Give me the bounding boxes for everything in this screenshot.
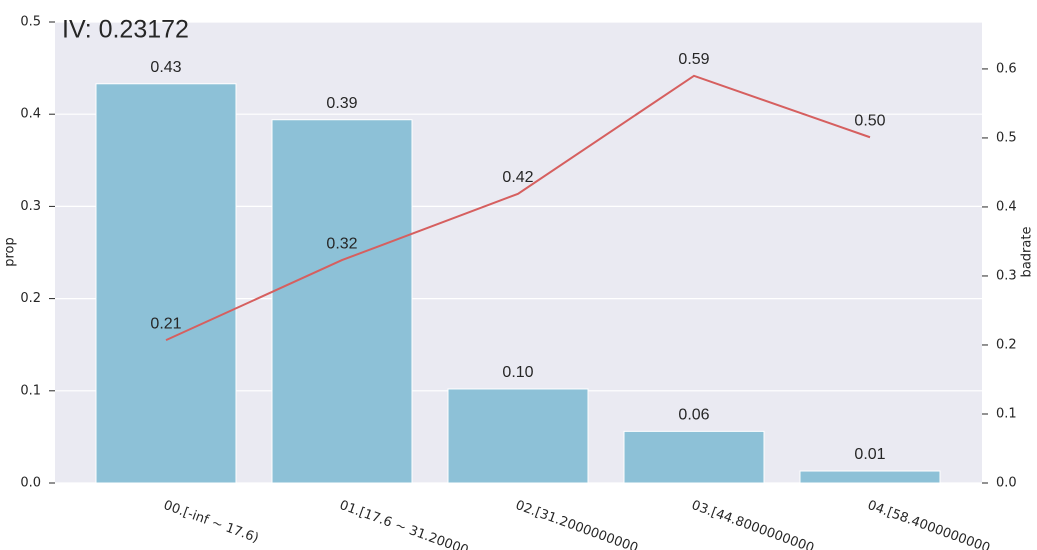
- x-tick-label: 03.[44.8000000000: [689, 498, 815, 550]
- y2-axis-label: badrate: [1020, 227, 1035, 278]
- y-tick-label: 0.0: [20, 476, 41, 491]
- bar: [799, 470, 941, 484]
- bar: [447, 388, 589, 484]
- x-tick-label: 00.[-inf ~ 17.6): [161, 498, 260, 546]
- y2-tick-label: 0.2: [996, 337, 1017, 352]
- x-tick-label: 04.[58.4000000000: [865, 498, 991, 550]
- bar: [623, 430, 765, 484]
- x-tick-label: 01.[17.6 ~ 31.20000: [337, 498, 470, 550]
- y2-tick-label: 0.1: [996, 406, 1017, 421]
- bar-value-label: 0.06: [678, 407, 709, 424]
- line-value-label: 0.42: [502, 169, 533, 186]
- y2-tick-label: 0.4: [996, 199, 1017, 214]
- x-tick-label: 02.[31.2000000000: [513, 498, 639, 550]
- line-value-label: 0.50: [854, 112, 885, 129]
- y-tick-label: 0.2: [20, 291, 41, 306]
- marks: 0.43 0.39 0.10 0.06 0.01 0.21 0.32 0.42 0.59 0.50: [95, 51, 941, 484]
- bar-value-label: 0.01: [854, 446, 885, 463]
- y2-tick-label: 0.3: [996, 268, 1017, 283]
- line-value-label: 0.32: [326, 235, 357, 252]
- y-tick-label: 0.5: [20, 15, 41, 30]
- y2-tick-label: 0.6: [996, 61, 1017, 76]
- line: [165, 74, 871, 342]
- bar-value-label: 0.43: [150, 59, 181, 76]
- chart-title: IV: 0.23172: [62, 16, 189, 44]
- bar-value-label: 0.39: [326, 95, 357, 112]
- bar: [95, 83, 237, 484]
- line-value-label: 0.21: [150, 315, 181, 332]
- line-value-label: 0.59: [678, 51, 709, 68]
- y-tick-label: 0.4: [20, 107, 41, 122]
- y2-tick-label: 0.0: [996, 476, 1017, 491]
- y-tick-label: 0.1: [20, 383, 41, 398]
- bar-value-label: 0.10: [502, 364, 533, 381]
- bar: [271, 119, 413, 484]
- y-axis-label: prop: [3, 237, 18, 267]
- y2-tick-label: 0.5: [996, 130, 1017, 145]
- y-tick-label: 0.3: [20, 199, 41, 214]
